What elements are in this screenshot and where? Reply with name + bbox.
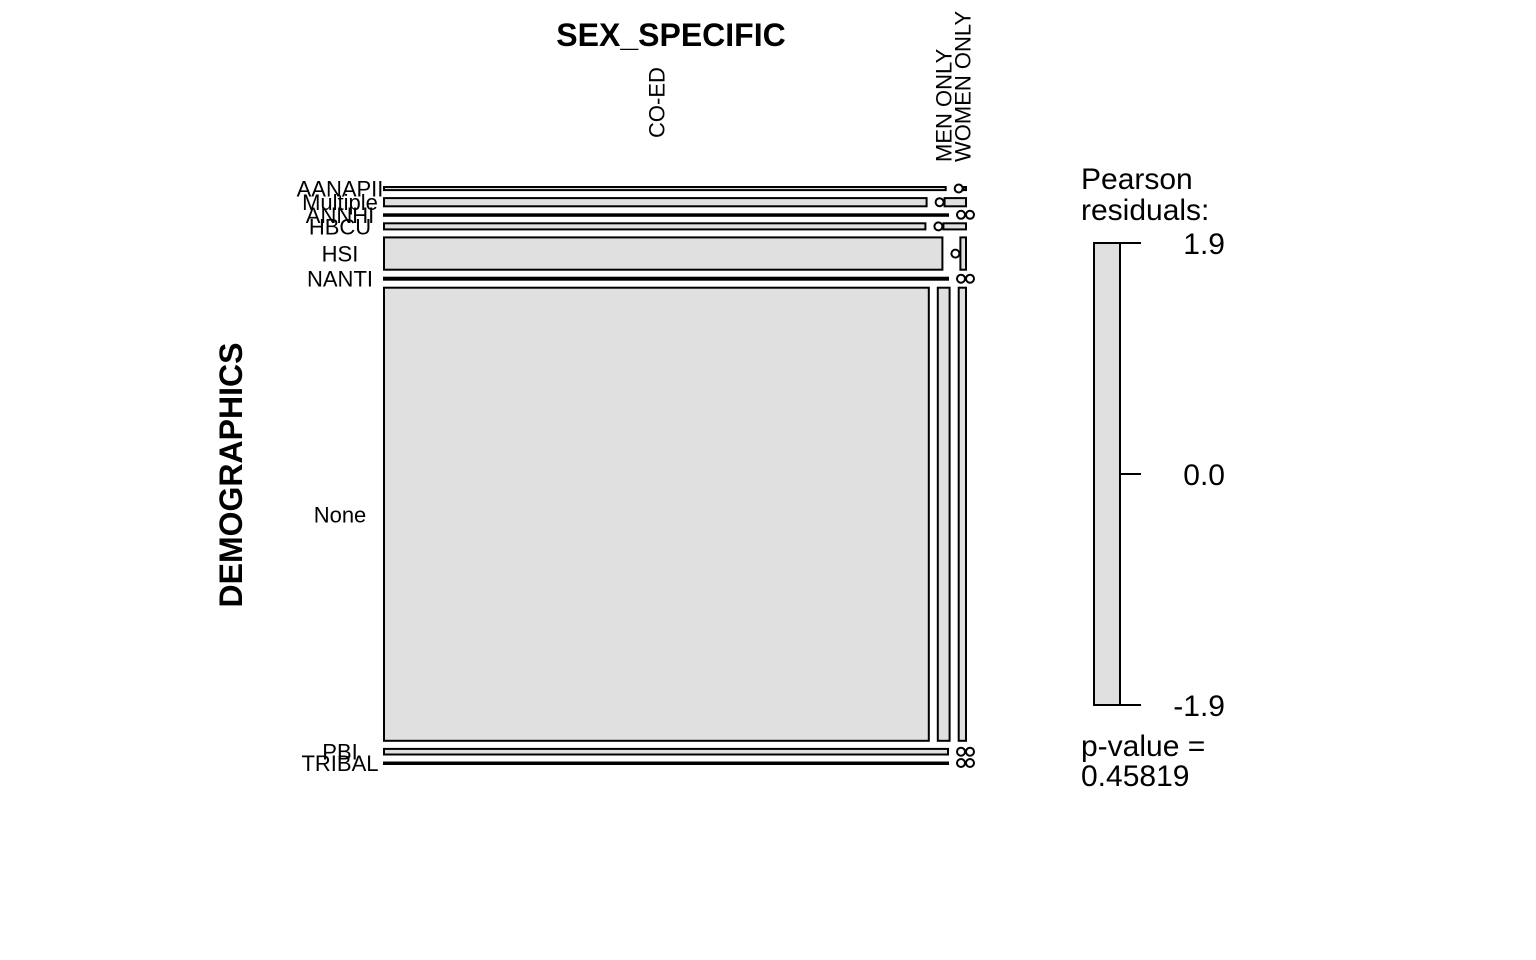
row-label-multiple: Multiple [302,190,378,215]
tile-nanti-men-only-empty [956,273,966,284]
column-variable-title: SEX_SPECIFIC [556,17,785,53]
mosaic-tiles [383,183,975,768]
legend-title-line2: residuals: [1081,194,1209,227]
row-label-tribal: TRIBAL [301,751,378,776]
legend-tick-label-2: -1.9 [1173,690,1225,723]
tile-multiple-men-only-empty [934,197,945,208]
tile-hsi-co-ed [383,236,944,271]
column-label-women-only: WOMEN ONLY [950,11,975,162]
tile-pbi-women-only-empty [965,746,975,757]
tile-pbi-men-only-empty [956,746,966,757]
tile-hbcu-co-ed [383,222,927,231]
column-label-co-ed: CO-ED [644,67,669,138]
legend-tick-label-0: 1.9 [1183,228,1225,261]
tile-hbcu-men-only-empty [933,221,944,232]
row-label-aanapii: AANAPII [297,177,384,202]
tile-hsi-men-only-empty [950,248,961,259]
tile-none-co-ed [383,286,930,742]
column-label-men-only: MEN ONLY [932,48,957,162]
tile-annhi-women-only-empty [965,209,975,220]
row-label-pbi: PBI [322,740,357,765]
row-label-hsi: HSI [322,242,359,267]
row-label-hbcu: HBCU [309,214,371,239]
legend-tick-label-1: 0.0 [1183,459,1225,492]
tile-aanapii-co-ed [383,186,947,192]
tile-tribal-men-only-empty [956,758,966,768]
tile-multiple-co-ed [383,197,928,208]
tile-tribal-co-ed [383,761,949,765]
row-label-none: None [314,502,367,527]
legend-color-bar [1093,242,1121,706]
tile-aanapii-men-only-empty [953,183,964,194]
tile-multiple-women-only [943,197,967,208]
tile-aanapii-women-only [962,186,968,192]
p-value-label: p-value = [1081,730,1205,763]
p-value: 0.45819 [1081,760,1189,793]
tile-none-women-only [957,286,968,742]
row-label-annhi: ANNHI [306,203,374,228]
tile-hsi-women-only [959,236,968,271]
tile-none-men-only [936,286,951,742]
tile-hbcu-women-only [942,222,968,231]
legend-title-line1: Pearson [1081,163,1193,196]
tile-annhi-co-ed [383,213,949,217]
tile-pbi-co-ed [383,747,949,756]
row-variable-title: DEMOGRAPHICS [213,343,249,608]
tile-tribal-women-only-empty [965,758,975,768]
tile-nanti-women-only-empty [965,273,975,284]
tile-annhi-men-only-empty [956,209,966,220]
tile-nanti-co-ed [383,276,949,281]
legend-ticks: 1.9 0.0 -1.9 [1120,228,1225,723]
legend: Pearson residuals: 1.90.0-1.9 p-value = … [1081,163,1225,793]
row-label-nanti: NANTI [307,267,373,292]
